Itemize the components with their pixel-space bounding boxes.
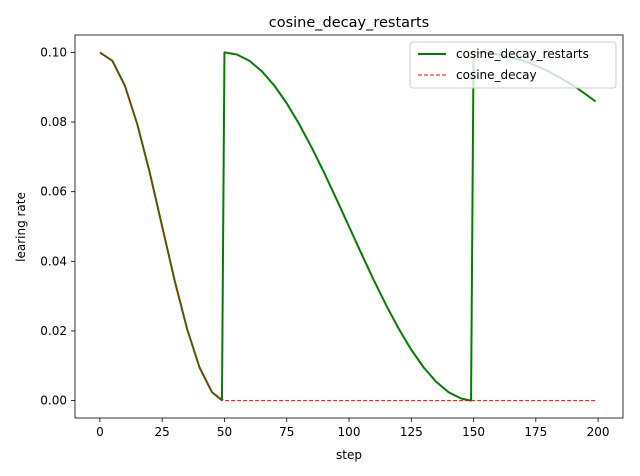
legend-label-cosine-decay-restarts: cosine_decay_restarts <box>456 47 589 61</box>
x-tick-label: 150 <box>462 425 485 439</box>
x-tick-label: 200 <box>587 425 610 439</box>
chart-title: cosine_decay_restarts <box>269 15 430 31</box>
y-tick-label: 0.04 <box>40 254 67 268</box>
x-tick-label: 50 <box>217 425 232 439</box>
y-axis-label: learing rate <box>14 192 28 262</box>
legend-box <box>409 41 617 89</box>
series-layer <box>99 51 597 402</box>
y-tick-label: 0.00 <box>40 394 67 408</box>
y-tick-label: 0.06 <box>40 185 67 199</box>
plot-area <box>74 34 624 419</box>
x-tick-label: 75 <box>279 425 294 439</box>
legend: cosine_decay_restarts cosine_decay <box>409 41 617 89</box>
y-axis: 0.00 0.02 0.04 0.06 0.08 0.10 <box>40 45 75 408</box>
y-tick-label: 0.08 <box>40 115 67 129</box>
x-axis-label: step <box>336 448 362 462</box>
legend-label-cosine-decay: cosine_decay <box>456 68 537 82</box>
series-line-cosine-decay <box>99 51 596 402</box>
x-tick-label: 125 <box>400 425 423 439</box>
x-tick-label: 175 <box>524 425 547 439</box>
x-tick-label: 0 <box>96 425 104 439</box>
y-tick-label: 0.10 <box>40 45 67 59</box>
x-tick-label: 100 <box>338 425 361 439</box>
y-tick-label: 0.02 <box>40 324 67 338</box>
x-tick-label: 25 <box>155 425 170 439</box>
series-line-cosine-decay-restarts <box>99 51 597 402</box>
x-axis: 0 25 50 75 100 125 150 175 200 <box>96 418 610 439</box>
